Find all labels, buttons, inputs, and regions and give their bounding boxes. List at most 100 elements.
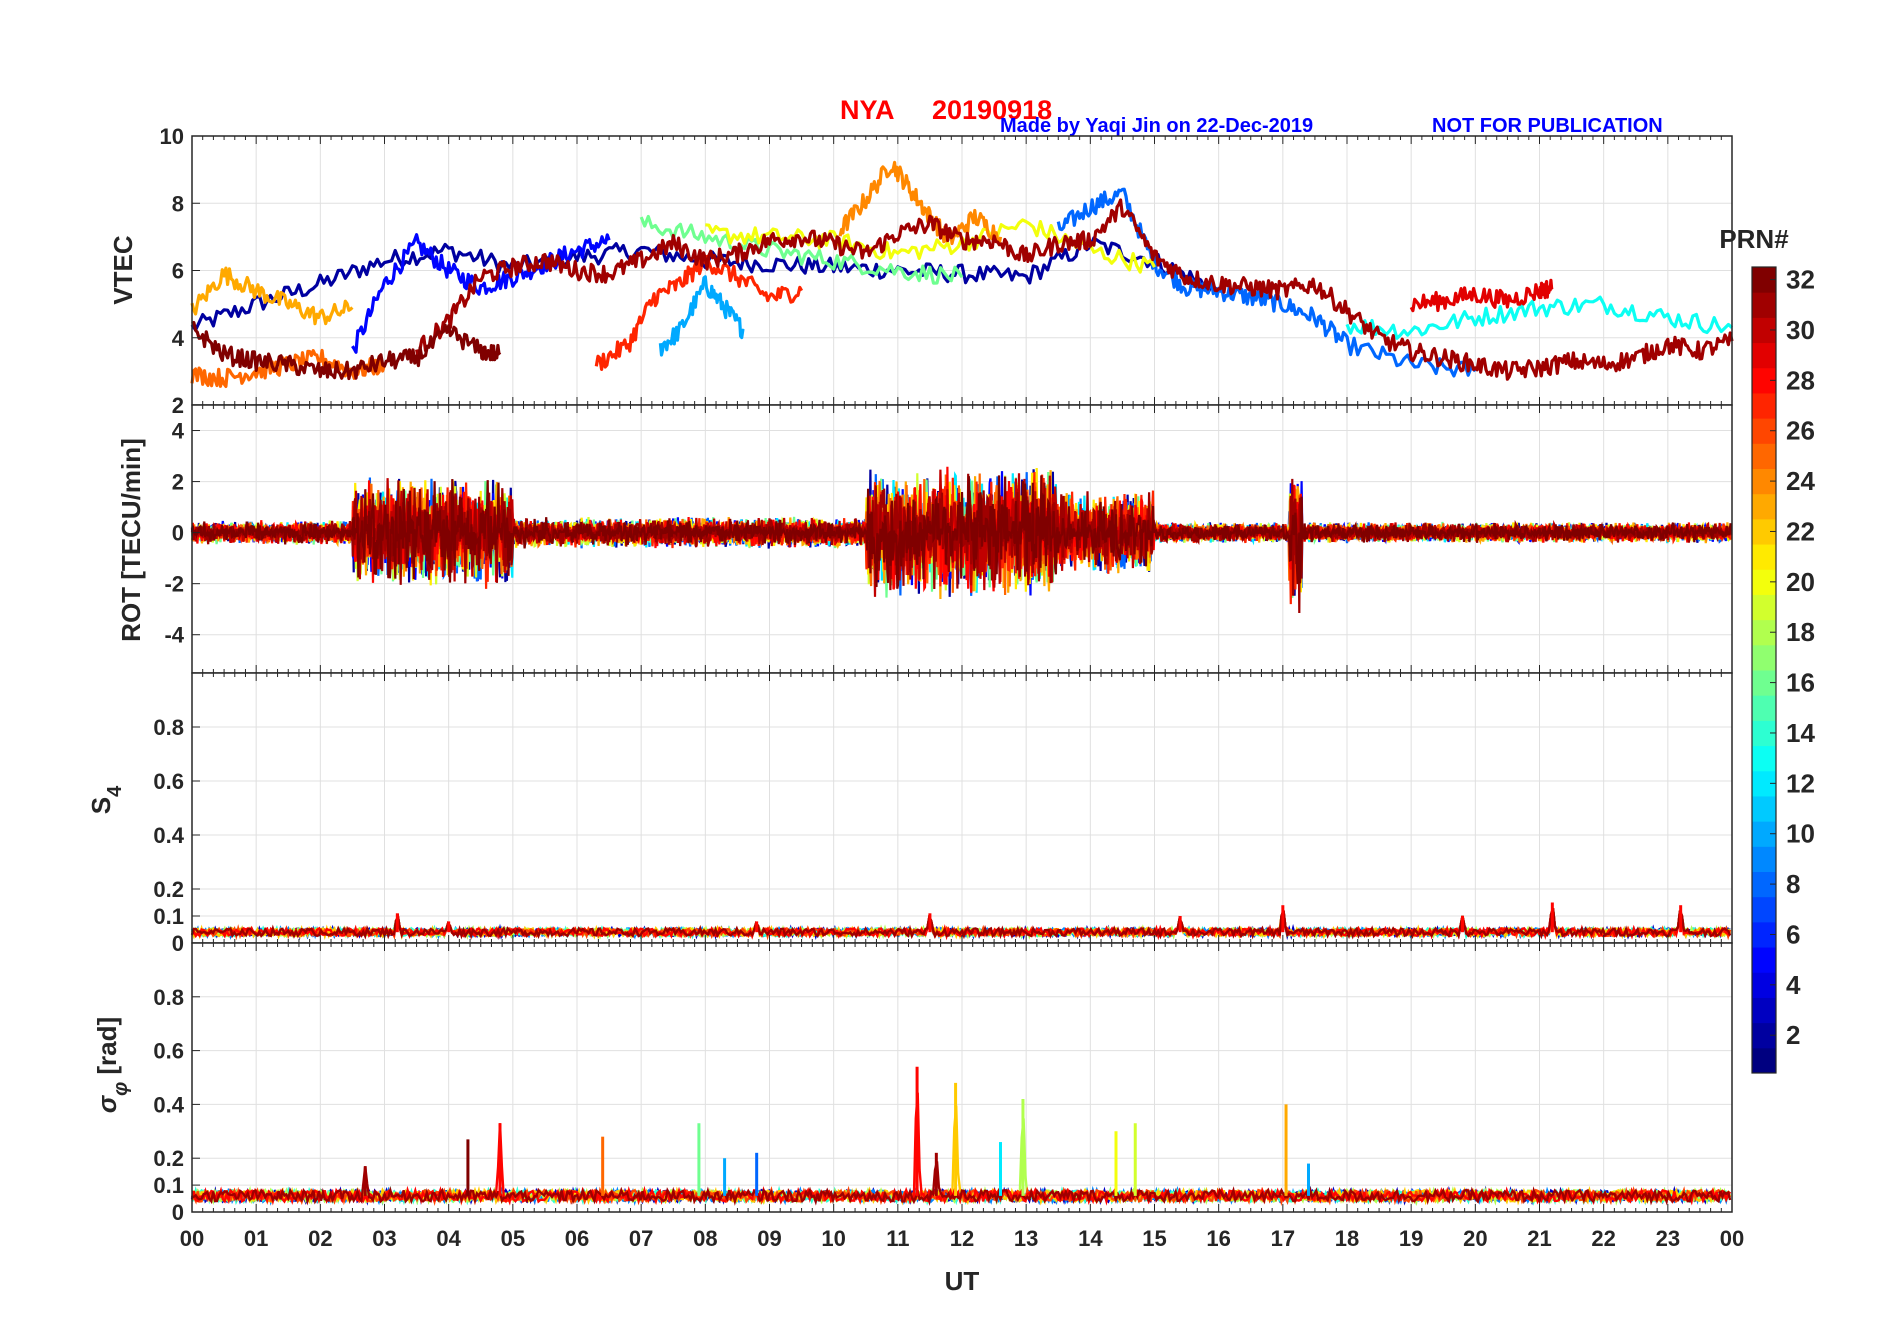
vtec-panel: 2 4 6 8 10 [160,124,1734,418]
date-title: 20190918 [932,95,1052,125]
sigma-y-tick-label: 0 [172,1200,184,1225]
colorbar-tick-label: 26 [1786,416,1815,446]
vtec-series-prn-8 [1056,187,1477,378]
x-tick-label: 03 [372,1226,396,1251]
x-tick-label: 12 [950,1226,974,1251]
sigma-phi-ylabel: σφ [rad] [92,1017,132,1113]
vtec-ylabel: VTEC [108,235,138,305]
s4-y-tick-label: 0.4 [153,823,184,848]
vtec-series-prn-10 [658,275,745,357]
x-tick-label: 19 [1399,1226,1423,1251]
vtec-y-tick-label: 8 [172,191,184,216]
rot-panel: -4 -2 0 2 4 [164,404,1733,674]
x-tick-label: 00 [180,1226,204,1251]
x-tick-label: 09 [757,1226,781,1251]
station-title: NYA [840,95,895,125]
x-tick-label: 15 [1142,1226,1166,1251]
s4-y-tick-label: 0 [172,931,184,956]
colorbar-segment [1752,644,1776,671]
colorbar-segment [1752,795,1776,822]
vtec-series-prn-27 [594,253,804,371]
rot-ylabel: ROT [TECU/min] [116,438,146,642]
vtec-series-prn-13 [1345,295,1734,340]
x-tick-label: 01 [244,1226,268,1251]
sigma-y-tick-label: 0.6 [153,1039,184,1064]
x-axis-label: UT [945,1266,980,1296]
x-tick-label: 10 [821,1226,845,1251]
s4-panel: 00.10.2 0.4 0.6 0.8 [153,672,1733,956]
vtec-series-prn-24 [838,160,1003,247]
credit-note: Made by Yaqi Jin on 22-Dec-2019 [1000,115,1313,137]
colorbar-tick-label: 12 [1786,768,1815,798]
x-tick-label: 08 [693,1226,717,1251]
rot-series-prn-32 [190,475,1733,589]
vtec-series-prn-31 [415,198,1734,381]
rot-y-tick-label: 2 [172,470,184,495]
colorbar-segment [1752,1047,1776,1074]
x-tick-label: 18 [1335,1226,1359,1251]
colorbar-tick-label: 6 [1786,919,1800,949]
colorbar-tick-label: 20 [1786,567,1815,597]
colorbar-tick-label: 28 [1786,365,1815,395]
vtec-series-prn-29 [1409,278,1554,313]
rot-y-tick-label: 0 [172,521,184,546]
sigma-y-tick-label: 0.2 [153,1146,184,1171]
colorbar-segment [1752,443,1776,469]
colorbar-label: PRN# [1719,224,1789,254]
rot-y-tick-label: -2 [164,572,184,597]
sigma-y-tick-label: 0.8 [153,985,184,1010]
colorbar-tick-label: 4 [1786,970,1801,1000]
vtec-series-prn-23 [190,266,354,326]
colorbar-segment [1752,896,1776,923]
x-tick-label: 04 [436,1226,461,1251]
s4-y-tick-label: 0.2 [153,877,184,902]
colorbar-segment [1752,594,1776,621]
x-tick-label: 16 [1206,1226,1230,1251]
vtec-y-tick-label: 10 [160,124,184,149]
colorbar-segment [1752,997,1776,1024]
x-tick-label: 00 [1720,1226,1744,1251]
vtec-series-prn-32 [191,320,502,381]
vtec-y-tick-label: 4 [172,326,185,351]
vtec-y-tick-label: 6 [172,259,184,284]
x-tick-label: 11 [886,1226,909,1251]
colorbar-segment [1752,745,1776,772]
x-tick-label: 07 [629,1226,653,1251]
x-tick-label: 13 [1014,1226,1038,1251]
s4-y-tick-label: 0.6 [153,769,184,794]
sigma-phi-panel: 00.10.2 0.4 0.6 0.8 00 01 02 03 04 05 06 07 08 09 10 11… [153,942,1744,1251]
colorbar-tick-label: 18 [1786,617,1815,647]
colorbar-tick-label: 10 [1786,819,1815,849]
colorbar-frame [1751,266,1777,1074]
colorbar-tick-label: 16 [1786,668,1815,698]
colorbar-segment [1752,342,1776,369]
s4-y-tick-label: 0.8 [153,715,184,740]
x-tick-label: 05 [501,1226,525,1251]
colorbar-segment [1752,544,1776,570]
x-tick-label: 21 [1527,1226,1551,1251]
figure-title: NYA 20190918 Made by Yaqi Jin on 22-Dec-… [840,95,1663,137]
sigma-y-tick-label: 0.1 [153,1173,184,1198]
x-tick-label: 20 [1463,1226,1487,1251]
s4-y-tick-label: 0.1 [153,904,184,929]
x-tick-label: 06 [565,1226,589,1251]
publication-notice: NOT FOR PUBLICATION [1432,115,1663,137]
colorbar-segment [1752,695,1776,721]
colorbar-tick-label: 32 [1786,265,1815,295]
colorbar-tick-label: 22 [1786,516,1815,546]
colorbar-segment [1752,493,1776,520]
colorbar-tick-label: 14 [1786,718,1815,748]
x-tick-label: 14 [1078,1226,1103,1251]
rot-y-tick-label: -4 [164,623,184,648]
sigma-y-tick-label: 0.4 [153,1092,184,1117]
rot-y-tick-label: 4 [172,419,185,444]
colorbar-segment [1752,392,1776,419]
colorbar-tick-label: 2 [1786,1020,1800,1050]
x-tick-label: 23 [1656,1226,1680,1251]
colorbar-tick-label: 8 [1786,869,1800,899]
vtec-series-prn-5 [351,233,611,354]
y-axis-labels: VTEC ROT [TECU/min] S4 σφ [rad] [86,235,146,1113]
colorbar-tick-label: 24 [1786,466,1815,496]
x-tick-label: 22 [1591,1226,1615,1251]
